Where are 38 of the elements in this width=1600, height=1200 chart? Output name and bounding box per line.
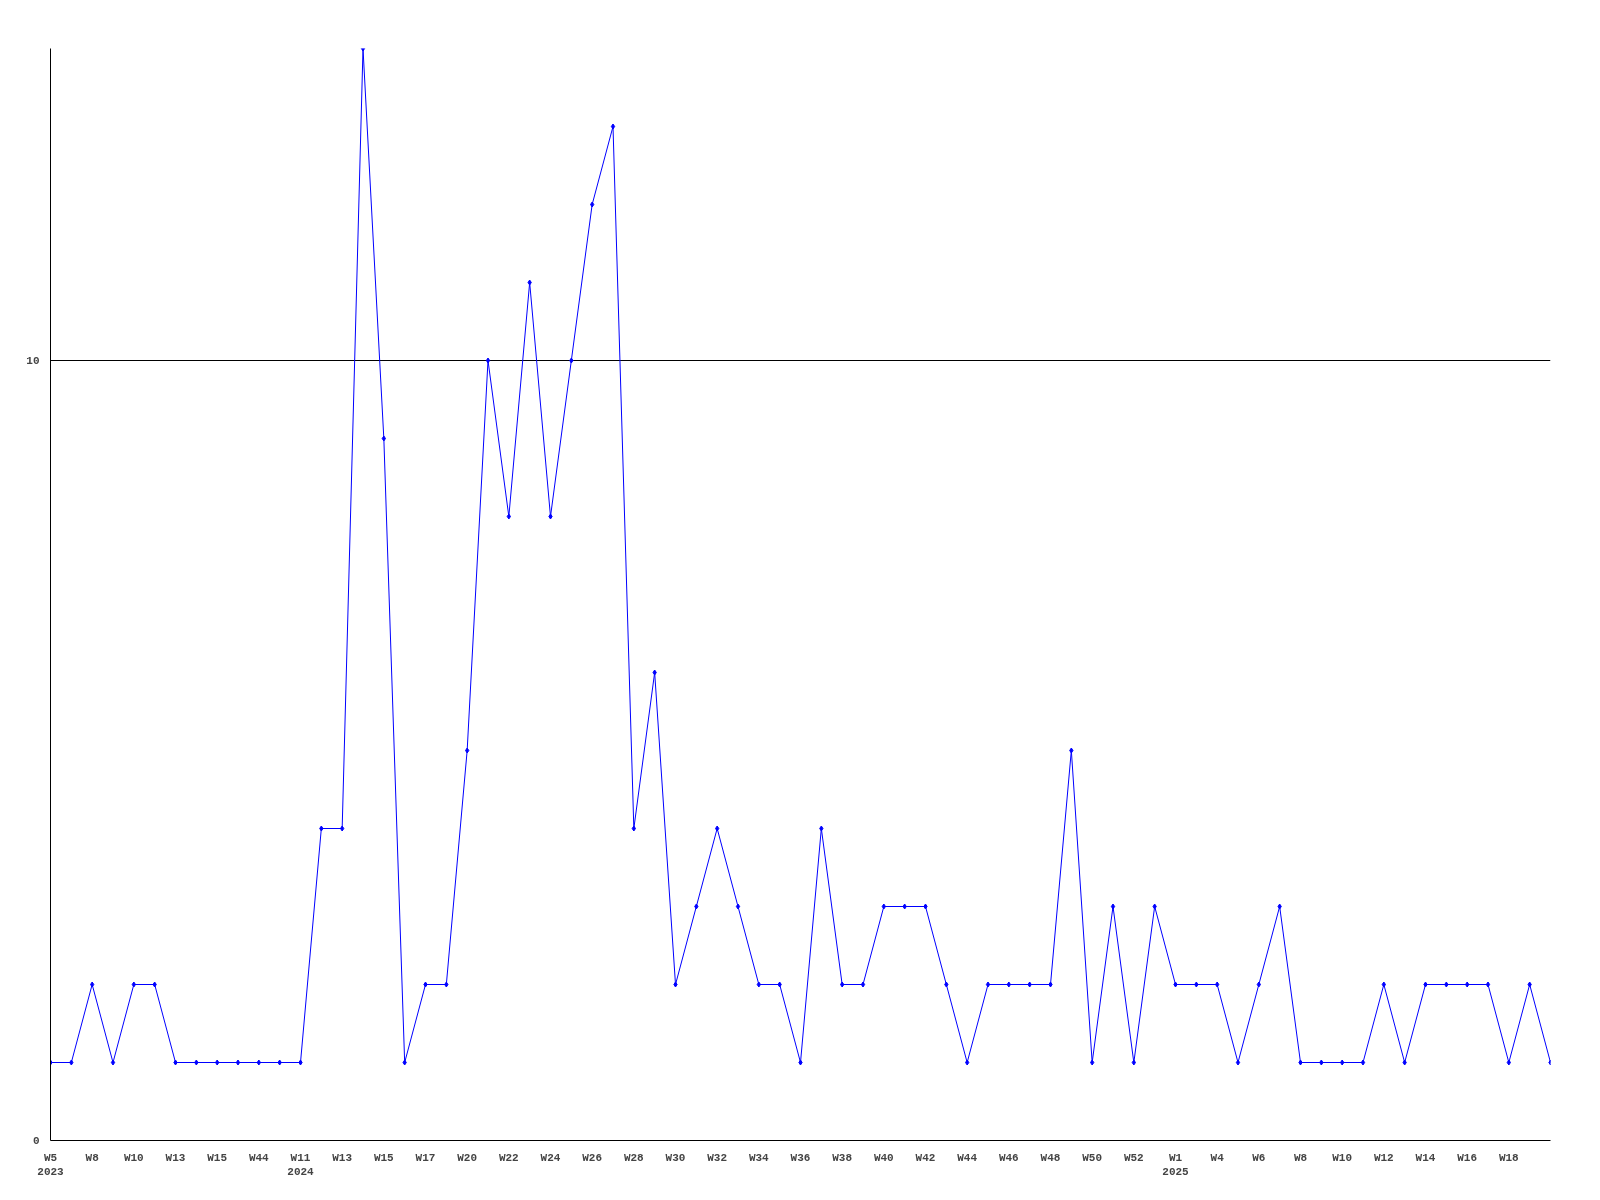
x-tick-label: W17 <box>415 1151 436 1164</box>
x-tick-label: W52 <box>1123 1151 1144 1164</box>
x-tick-label: W28 <box>623 1151 645 1164</box>
x-tick-label: W40 <box>873 1151 894 1164</box>
x-tick-label: W34 <box>748 1151 770 1164</box>
x-tick-label: W42 <box>915 1151 936 1164</box>
x-tick-label: W15 <box>207 1151 228 1164</box>
x-tick-label: W22 <box>498 1151 519 1164</box>
x-tick-label: W18 <box>1498 1151 1520 1164</box>
x-tick-label: W13 <box>332 1151 353 1164</box>
x-tick-label: W8 <box>1293 1151 1308 1164</box>
x-tick-label: W14 <box>1415 1151 1436 1164</box>
y-tick-label: 10 <box>26 355 40 367</box>
x-tick-label: W12 <box>1373 1151 1394 1164</box>
x-tick-label: W1 2025 <box>1162 1151 1190 1178</box>
y-tick-label: 0 <box>32 1135 40 1147</box>
x-tick-label: W11 2024 <box>287 1151 315 1178</box>
x-tick-label: W32 <box>707 1151 728 1164</box>
x-tick-label: W6 <box>1252 1151 1266 1164</box>
x-tick-label: W13 <box>165 1151 186 1164</box>
x-tick-label: W16 <box>1457 1151 1478 1164</box>
x-tick-label: W24 <box>540 1151 561 1164</box>
x-tick-label: W30 <box>665 1151 686 1164</box>
x-tick-label: W20 <box>457 1151 478 1164</box>
x-tick-label: W8 <box>85 1151 100 1164</box>
x-tick-label: W46 <box>998 1151 1019 1164</box>
x-tick-label: W38 <box>832 1151 853 1164</box>
x-tick-label: W44 <box>957 1151 978 1164</box>
x-tick-label: W50 <box>1082 1151 1103 1164</box>
x-tick-label: W4 <box>1210 1151 1225 1164</box>
x-tick-label: W10 <box>1332 1151 1353 1164</box>
x-tick-label: W48 <box>1040 1151 1061 1164</box>
x-tick-label: W44 <box>248 1151 270 1164</box>
x-tick-label: W10 <box>123 1151 144 1164</box>
x-tick-label: W15 <box>373 1151 395 1164</box>
x-tick-label: W26 <box>582 1151 603 1164</box>
x-tick-label: W5 2023 <box>37 1151 65 1178</box>
x-tick-label: W36 <box>790 1151 811 1164</box>
